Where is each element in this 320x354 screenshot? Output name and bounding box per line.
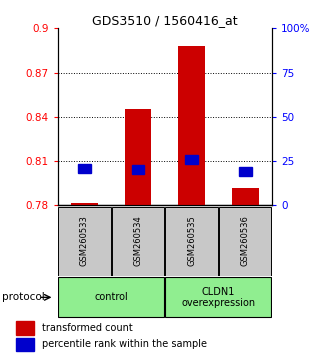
Text: transformed count: transformed count	[42, 323, 132, 333]
Bar	[58, 207, 111, 276]
Bar	[124, 109, 151, 205]
Text: GSM260536: GSM260536	[241, 215, 250, 266]
Bar	[71, 203, 98, 205]
Text: CLDN1
overexpression: CLDN1 overexpression	[181, 286, 255, 308]
Text: GSM260533: GSM260533	[80, 215, 89, 266]
Bar	[178, 46, 205, 205]
Text: control: control	[94, 292, 128, 302]
Bar	[132, 166, 144, 175]
Bar	[112, 207, 164, 276]
Bar	[232, 188, 259, 205]
Bar	[16, 338, 34, 351]
Bar	[185, 155, 198, 164]
Bar	[16, 321, 34, 335]
Text: GSM260535: GSM260535	[187, 215, 196, 266]
Text: GSM260534: GSM260534	[133, 215, 142, 266]
Bar	[239, 167, 252, 176]
Title: GDS3510 / 1560416_at: GDS3510 / 1560416_at	[92, 14, 238, 27]
Bar	[78, 164, 91, 173]
Text: percentile rank within the sample: percentile rank within the sample	[42, 339, 207, 349]
Bar	[58, 278, 164, 317]
Bar	[165, 278, 271, 317]
Text: protocol: protocol	[2, 292, 44, 302]
Bar	[165, 207, 218, 276]
Bar	[219, 207, 271, 276]
